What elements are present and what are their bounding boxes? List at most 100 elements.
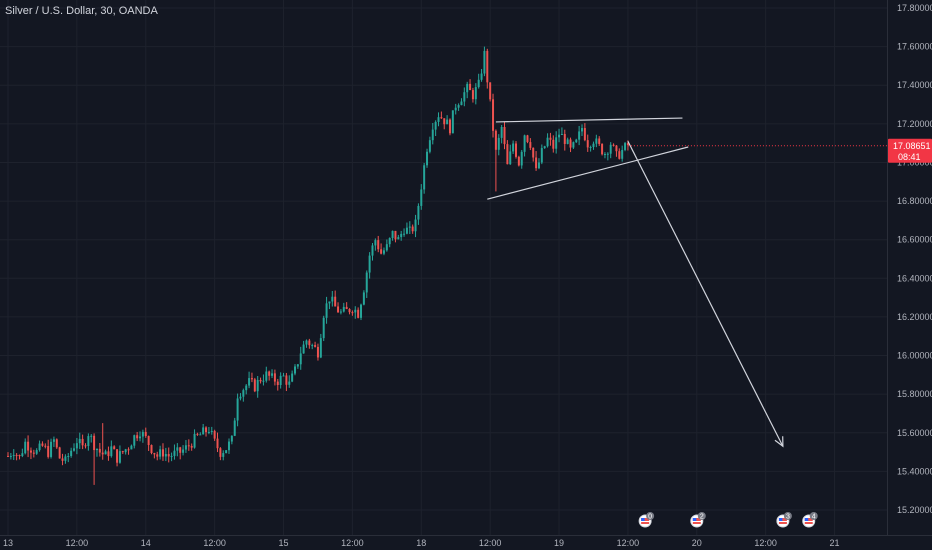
- candle-body: [167, 454, 170, 457]
- candle-body: [41, 443, 44, 446]
- candle-body: [230, 435, 233, 442]
- candle-body: [219, 448, 222, 457]
- candle-body: [159, 449, 162, 457]
- candle-body: [305, 340, 308, 345]
- candle-body: [572, 142, 575, 148]
- candle-body: [603, 153, 606, 155]
- price-tick-label: 15.40000: [897, 466, 932, 476]
- candle-body: [127, 449, 130, 451]
- event-count-badge: [809, 512, 818, 520]
- event-markers[interactable]: 0 2 3 4: [638, 512, 818, 528]
- candle-body: [199, 434, 202, 436]
- candle-body: [47, 446, 50, 457]
- candle-body: [497, 137, 500, 150]
- candle-body: [583, 128, 586, 141]
- candle-body: [420, 189, 423, 206]
- candle-body: [589, 146, 592, 148]
- candle-body: [18, 455, 21, 457]
- event-count-badge: [697, 512, 706, 520]
- candle-body: [81, 438, 84, 446]
- arrow-line[interactable]: [627, 140, 784, 447]
- candle-body: [225, 450, 228, 454]
- candle-body: [259, 379, 262, 382]
- candle-body: [236, 398, 239, 421]
- candle-body: [446, 119, 449, 125]
- candle-body: [61, 458, 64, 461]
- trendline[interactable]: [487, 146, 689, 200]
- candle-body: [434, 121, 437, 130]
- candle-body: [466, 83, 469, 93]
- candle-body: [440, 117, 443, 119]
- candle-body: [296, 364, 299, 367]
- flag-stripe: [692, 522, 701, 524]
- time-axis[interactable]: 13 12:00 14 12:00 15 12:00 18 12:00 19 12:00 20 12:…: [3, 538, 840, 548]
- flag-stripe: [692, 518, 701, 521]
- candle-body: [325, 303, 328, 318]
- candle-body: [319, 338, 322, 358]
- candle-body: [314, 345, 317, 347]
- candle-body: [334, 296, 337, 307]
- candle-body: [271, 373, 274, 376]
- candle-body: [494, 130, 497, 150]
- candle-body: [345, 306, 348, 310]
- candles: [7, 46, 629, 485]
- candle-body: [448, 119, 451, 134]
- candle-body: [354, 309, 357, 313]
- candle-body: [285, 375, 288, 385]
- candle-body: [144, 431, 147, 437]
- candle-body: [483, 50, 486, 74]
- candle-body: [480, 73, 483, 80]
- candle-body: [377, 240, 380, 250]
- candle-body: [380, 249, 383, 254]
- candle-body: [592, 143, 595, 147]
- candle-body: [291, 373, 294, 382]
- candle-body: [451, 110, 454, 134]
- time-tick-label: 14: [141, 538, 151, 548]
- candle-body: [239, 396, 242, 399]
- candle-body: [514, 143, 517, 157]
- arrow-head[interactable]: [774, 436, 784, 448]
- price-tick-label: 17.80000: [897, 3, 932, 13]
- candle-body: [569, 139, 572, 148]
- candle-body: [566, 139, 569, 144]
- price-tick-label: 16.40000: [897, 273, 932, 283]
- candle-body: [213, 430, 216, 439]
- time-tick-label: 21: [830, 538, 840, 548]
- candle-body: [196, 433, 199, 435]
- flag-stripe: [641, 522, 650, 524]
- candle-body: [70, 450, 73, 456]
- candle-body: [55, 439, 58, 448]
- candle-body: [463, 92, 466, 102]
- candle-body: [457, 105, 460, 108]
- candle-body: [431, 129, 434, 141]
- time-tick-label: 12:00: [203, 538, 226, 548]
- flag-canton: [778, 518, 783, 521]
- candle-body: [555, 137, 558, 149]
- candle-body: [107, 451, 110, 457]
- candle-body: [520, 151, 523, 166]
- candle-body: [73, 448, 76, 451]
- candle-body: [176, 447, 179, 451]
- price-tick-label: 17.40000: [897, 80, 932, 90]
- candle-body: [179, 447, 182, 453]
- candle-body: [618, 151, 621, 159]
- candle-body: [408, 226, 411, 228]
- flag-canton: [804, 518, 809, 521]
- candle-body: [391, 230, 394, 239]
- trendline[interactable]: [495, 117, 683, 123]
- candle-body: [90, 435, 93, 437]
- candle-body: [477, 79, 480, 88]
- drawings[interactable]: [487, 117, 784, 448]
- flag-canton: [641, 518, 645, 521]
- candle-body: [595, 138, 598, 144]
- candle-body: [190, 445, 193, 448]
- candle-body: [575, 139, 578, 143]
- candle-body: [331, 296, 334, 302]
- candle-body: [12, 455, 15, 457]
- candle-body: [486, 50, 489, 83]
- flag-stripe: [804, 518, 813, 521]
- candle-body: [552, 139, 555, 149]
- candle-body: [624, 143, 627, 150]
- candle-body: [357, 309, 360, 318]
